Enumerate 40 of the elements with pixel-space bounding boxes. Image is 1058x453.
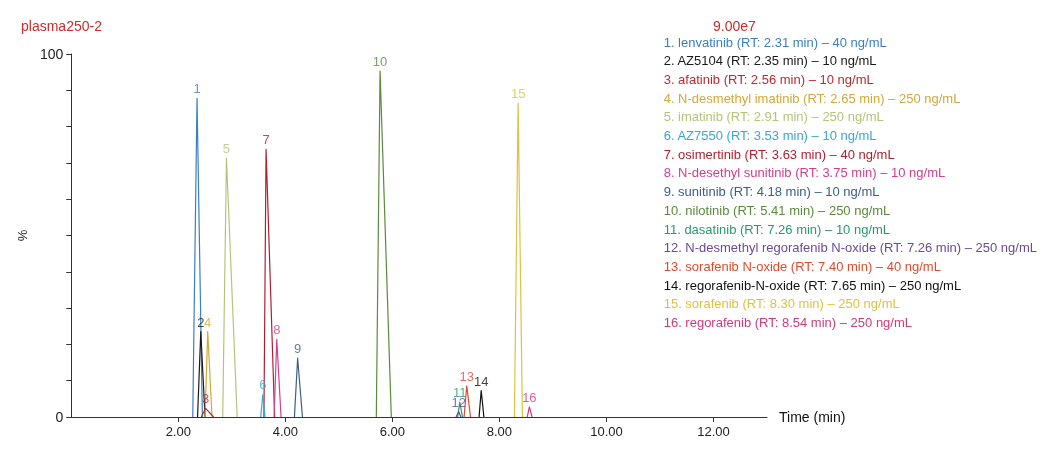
- text: 14. regorafenib-N-oxide (RT: 7.65 min) – 250 ng/mL: [663, 277, 962, 293]
- annotation: 3: [201, 391, 210, 407]
- x-tick-label: 10.00: [590, 424, 623, 439]
- annotation: 9: [294, 341, 302, 357]
- annotation: 4: [204, 314, 212, 330]
- annotation: 5: [222, 141, 231, 157]
- text: 9.00e7: [713, 18, 757, 34]
- text: 2. AZ5104 (RT: 2.35 min) – 10 ng/mL: [663, 53, 877, 69]
- text: 10. nilotinib (RT: 5.41 min) – 250 ng/mL: [663, 202, 891, 218]
- text: 11. dasatinib (RT: 7.26 min) – 10 ng/mL: [663, 221, 891, 237]
- y-axis-title: %: [15, 229, 30, 242]
- x-tick-label: 8.00: [486, 424, 513, 439]
- y-tick-label: 100: [39, 46, 64, 62]
- text: 13. sorafenib N-oxide (RT: 7.40 min) – 40 ng/mL: [663, 258, 941, 274]
- text: 4. N-desmethyl imatinib (RT: 2.65 min) – 250 ng/mL: [663, 90, 961, 106]
- x-axis-title: Time (min): [779, 409, 846, 425]
- x-tick-label: 2.00: [165, 424, 191, 439]
- text: 5. imatinib (RT: 2.91 min) – 250 ng/mL: [663, 109, 884, 125]
- text: 12. N-desmethyl regorafenib N-oxide (RT: 7.26 min) – 250 ng/mL: [663, 240, 1038, 256]
- annotation: 1: [193, 81, 201, 97]
- annotation: 7: [262, 132, 270, 148]
- text: 16. regorafenib (RT: 8.54 min) – 250 ng/mL: [663, 315, 913, 330]
- text: 15. sorafenib (RT: 8.30 min) – 250 ng/mL: [663, 296, 900, 312]
- annotation: 16: [522, 389, 537, 405]
- text: 3. afatinib (RT: 2.56 min) – 10 ng/mL: [663, 71, 874, 87]
- x-tick-label: 12.00: [697, 424, 730, 439]
- x-tick-label: 6.00: [379, 424, 406, 439]
- x-tick-label: 4.00: [272, 424, 298, 439]
- annotation: 10: [372, 54, 388, 70]
- text: 7. osimertinib (RT: 3.63 min) – 40 ng/mL: [663, 146, 895, 162]
- chart-title: plasma250-2: [21, 18, 103, 34]
- annotation: 13: [459, 368, 474, 384]
- y-tick-label: 0: [55, 409, 64, 425]
- annotation: 8: [273, 322, 281, 338]
- text: 9. sunitinib (RT: 4.18 min) – 10 ng/mL: [663, 184, 880, 200]
- text: 8. N-desethyl sunitinib (RT: 3.75 min) – 10 ng/mL: [663, 165, 946, 181]
- annotation: 14: [473, 373, 489, 389]
- annotation: 15: [510, 86, 526, 101]
- text: 6. AZ7550 (RT: 3.53 min) – 10 ng/mL: [663, 128, 877, 143]
- text: 1. lenvatinib (RT: 2.31 min) – 40 ng/mL: [663, 34, 887, 50]
